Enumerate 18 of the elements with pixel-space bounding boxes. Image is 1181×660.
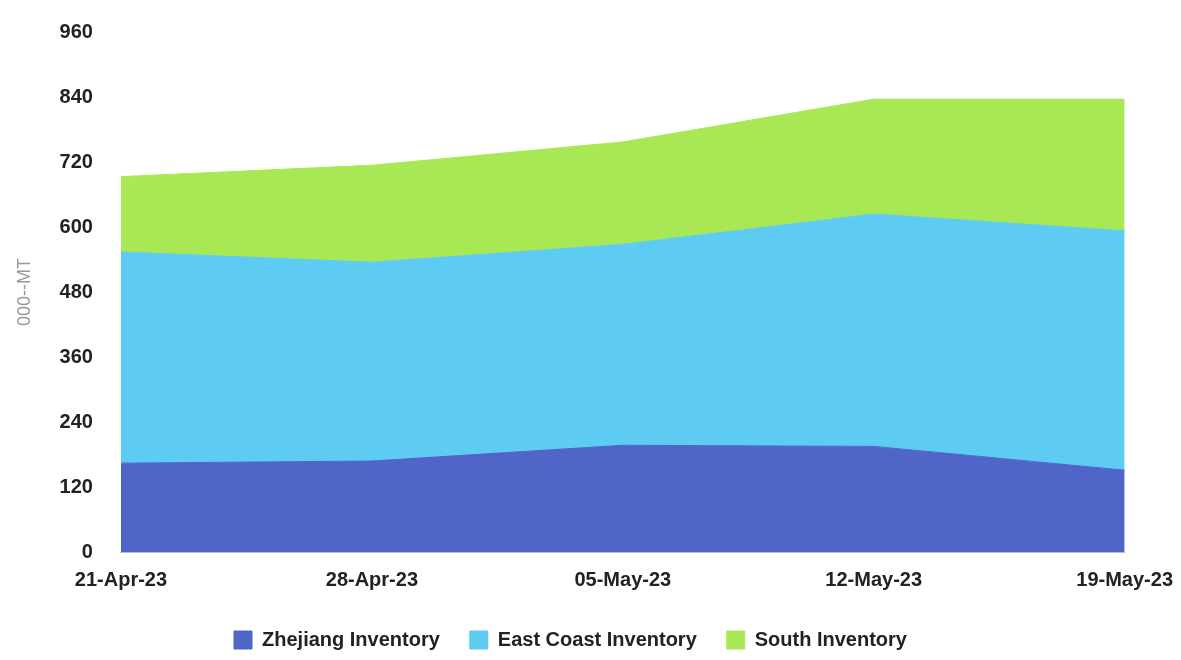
y-tick-label: 120 [59,474,93,497]
legend-label: Zhejiang Inventory [262,627,441,650]
y-tick-label: 840 [59,84,93,107]
legend-label: East Coast Inventory [497,627,698,650]
y-axis-title: 000--MT [13,257,34,327]
x-tick-label: 05-May-23 [574,567,672,590]
legend-label: South Inventory [754,627,908,650]
y-tick-label: 720 [59,149,93,172]
x-tick-label: 28-Apr-23 [325,567,419,590]
y-tick-label: 0 [81,539,93,562]
y-tick-label: 600 [59,214,93,237]
y-tick-label: 240 [59,409,93,432]
x-tick-label: 12-May-23 [825,567,923,590]
y-tick-label: 480 [59,279,93,302]
x-tick-label: 19-May-23 [1076,567,1173,590]
y-tick-label: 360 [59,344,93,367]
y-tick-label: 960 [59,19,93,42]
x-tick-label: 21-Apr-23 [74,567,168,590]
